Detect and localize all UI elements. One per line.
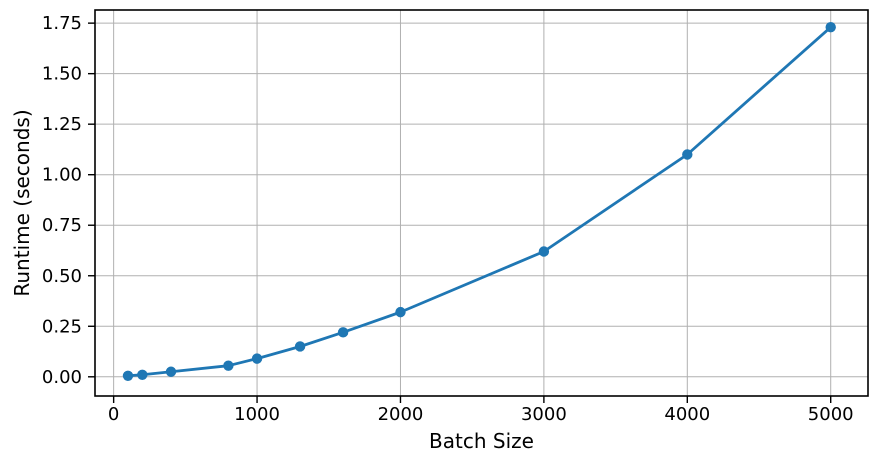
x-tick-label: 2000 xyxy=(378,404,424,425)
data-point xyxy=(682,149,693,160)
data-point xyxy=(122,370,134,381)
data-point xyxy=(538,246,550,257)
x-axis-label: Batch Size xyxy=(429,429,534,453)
data-line xyxy=(126,25,833,378)
y-tick-label: 1.75 xyxy=(42,13,82,34)
y-tick-label: 1.50 xyxy=(42,64,82,85)
x-tick-label: 0 xyxy=(108,404,119,425)
y-tick-label: 0.00 xyxy=(42,367,82,388)
x-tick-label: 1000 xyxy=(234,404,280,425)
x-tick-label: 5000 xyxy=(808,404,854,425)
y-tick-label: 1.25 xyxy=(42,114,82,135)
x-tick-label: 4000 xyxy=(664,404,710,425)
data-point xyxy=(294,341,306,352)
data-point xyxy=(825,21,836,33)
plot-border xyxy=(94,9,869,397)
data-point xyxy=(137,369,148,380)
data-point xyxy=(223,360,234,371)
data-point xyxy=(165,366,177,377)
data-point xyxy=(337,327,349,338)
y-tick-label: 0.75 xyxy=(42,215,82,236)
y-tick-label: 1.00 xyxy=(42,165,82,186)
y-axis-label: Runtime (seconds) xyxy=(10,109,34,297)
x-tick-label: 3000 xyxy=(521,404,567,425)
data-point xyxy=(251,353,263,364)
data-point xyxy=(395,306,406,318)
y-tick-label: 0.25 xyxy=(42,316,82,337)
y-tick-label: 0.50 xyxy=(42,266,82,287)
